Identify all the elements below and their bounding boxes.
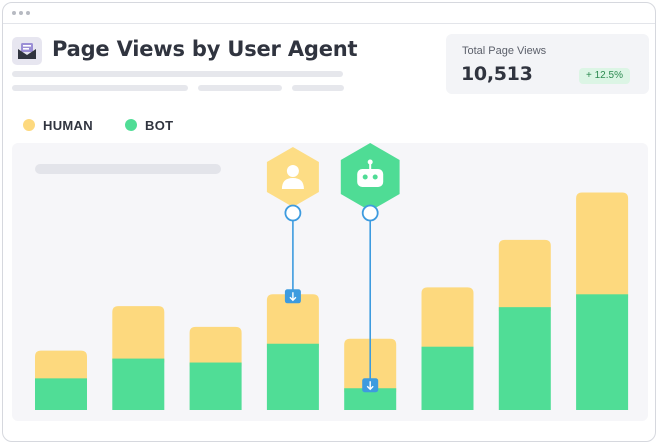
bar-segment-human[interactable] bbox=[112, 306, 165, 363]
placeholder-line bbox=[12, 71, 343, 77]
bar-segment-human[interactable] bbox=[498, 239, 551, 312]
stat-value: 10,513 bbox=[461, 63, 533, 85]
bar-segment-bot[interactable] bbox=[35, 378, 87, 410]
bar-segment-human[interactable] bbox=[35, 350, 87, 383]
arrow-down-icon bbox=[366, 381, 374, 391]
bar-segment-human[interactable] bbox=[189, 326, 242, 367]
stat-label: Total Page Views bbox=[462, 45, 547, 57]
window-dot-icon[interactable] bbox=[19, 11, 23, 15]
robot-icon bbox=[362, 174, 368, 180]
mail-chart-icon bbox=[12, 37, 42, 65]
placeholder-line bbox=[12, 85, 188, 91]
legend-item-human[interactable]: HUMAN bbox=[23, 116, 93, 134]
bar-segment-bot[interactable] bbox=[344, 388, 397, 410]
user-icon bbox=[281, 178, 304, 189]
robot-icon bbox=[357, 169, 384, 187]
placeholder-line bbox=[35, 164, 221, 174]
user-icon bbox=[286, 165, 299, 177]
bar-segment-human[interactable] bbox=[421, 287, 474, 351]
bar-segment-bot[interactable] bbox=[189, 362, 242, 410]
window-dot-icon[interactable] bbox=[26, 11, 30, 15]
placeholder-line bbox=[198, 85, 282, 91]
bar-segment-bot[interactable] bbox=[576, 294, 629, 410]
total-page-views-card: Total Page Views 10,513 + 12.5% bbox=[446, 34, 649, 94]
placeholder-line bbox=[292, 85, 344, 91]
page-title: Page Views by User Agent bbox=[52, 37, 358, 61]
legend-label-bot: BOT bbox=[145, 117, 174, 133]
change-badge: + 12.5% bbox=[579, 68, 630, 84]
bar-segment-human[interactable] bbox=[266, 294, 319, 348]
bar-segment-bot[interactable] bbox=[266, 343, 319, 410]
robot-icon bbox=[367, 159, 373, 165]
window-dot-icon[interactable] bbox=[12, 11, 16, 15]
bar-segment-human[interactable] bbox=[576, 192, 629, 299]
legend-swatch-human bbox=[23, 119, 35, 131]
window-titlebar bbox=[3, 3, 655, 24]
arrow-down-icon bbox=[289, 292, 297, 302]
legend-swatch-bot bbox=[125, 119, 137, 131]
leader-anchor[interactable] bbox=[284, 204, 302, 222]
bar-segment-bot[interactable] bbox=[421, 346, 474, 410]
stacked-bar-chart bbox=[35, 143, 629, 410]
legend-item-bot[interactable]: BOT bbox=[125, 116, 173, 134]
bar-segment-bot[interactable] bbox=[112, 358, 165, 410]
bar-segment-bot[interactable] bbox=[498, 307, 551, 410]
legend-label-human: HUMAN bbox=[43, 117, 93, 133]
robot-icon bbox=[372, 174, 378, 180]
leader-anchor[interactable] bbox=[361, 204, 379, 222]
